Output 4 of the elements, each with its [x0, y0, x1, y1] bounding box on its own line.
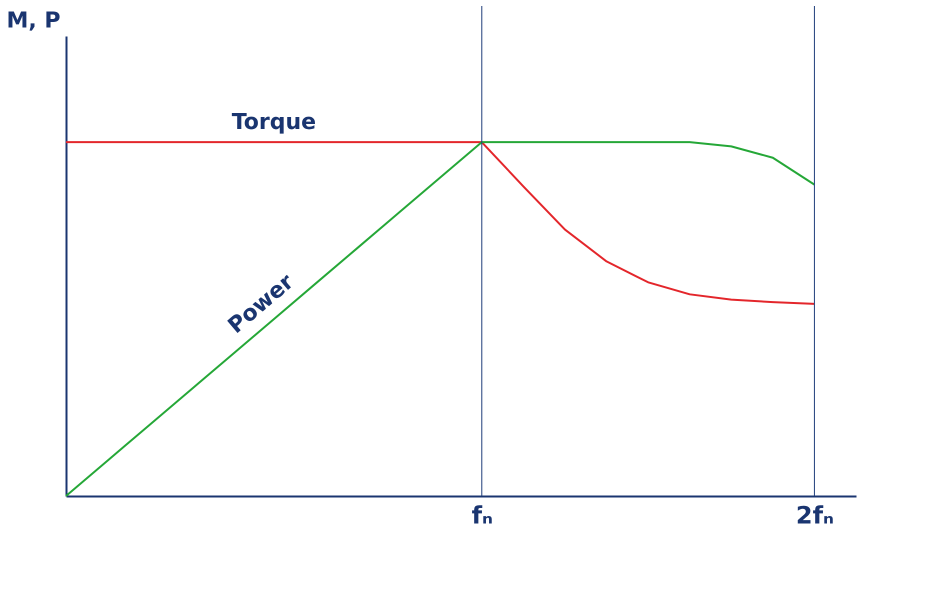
x-tick-label: fₙ — [472, 502, 493, 530]
series-label: Torque — [232, 110, 316, 136]
y-axis-title: M, P — [6, 8, 60, 34]
x-tick-label: 2fₙ — [796, 502, 834, 530]
